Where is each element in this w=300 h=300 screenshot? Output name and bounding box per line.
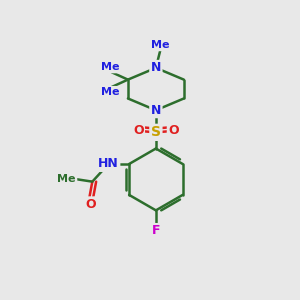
Text: Me: Me bbox=[101, 87, 119, 97]
Text: F: F bbox=[152, 224, 160, 238]
Text: N: N bbox=[151, 104, 161, 117]
Text: S: S bbox=[151, 125, 161, 139]
Text: Me: Me bbox=[57, 174, 76, 184]
Text: Me: Me bbox=[151, 40, 169, 50]
Text: O: O bbox=[85, 198, 96, 211]
Text: Me: Me bbox=[101, 62, 119, 72]
Text: N: N bbox=[151, 61, 161, 74]
Text: O: O bbox=[168, 124, 179, 137]
Text: O: O bbox=[133, 124, 143, 137]
Text: HN: HN bbox=[98, 158, 119, 170]
